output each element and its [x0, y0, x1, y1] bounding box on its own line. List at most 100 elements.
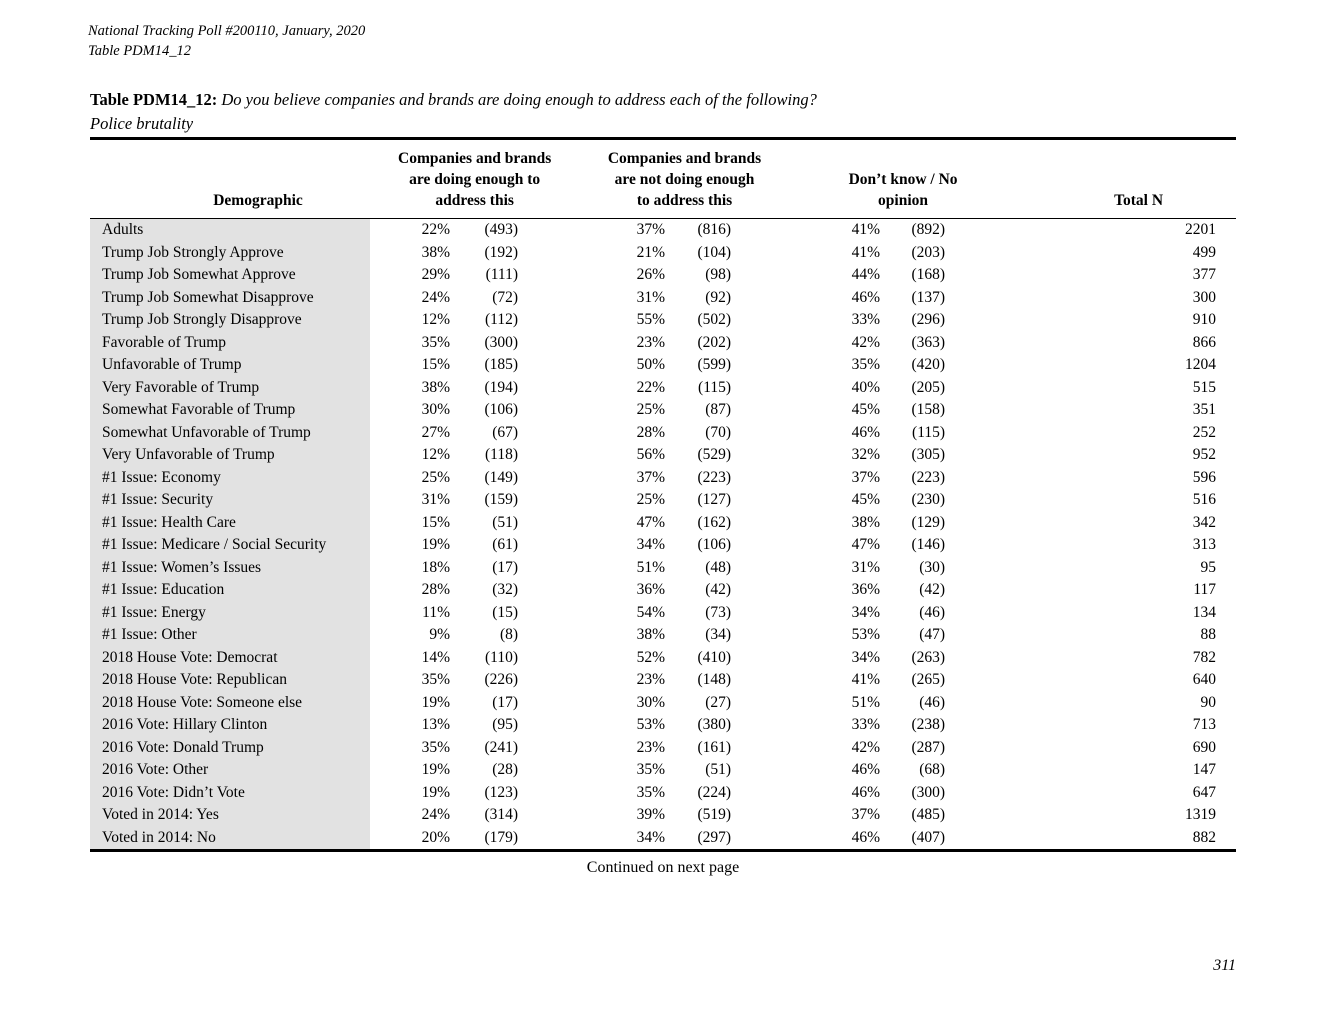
table-body: Adults 22% (493) 37% (816) 41% (892) 2201 Trump … — [90, 218, 1236, 851]
row-label: Trump Job Somewhat Disapprove — [90, 286, 370, 309]
row-value: 1319 — [1185, 806, 1217, 823]
row-value: 882 — [1192, 828, 1217, 846]
table-row: 2018 House Vote: Someone else 19% (17) 30% (… — [90, 691, 1236, 714]
row-value: (15) — [492, 603, 519, 621]
row-value: 37% — [851, 806, 881, 823]
table-row: Unfavorable of Trump 15% (185) 50% (599) 35% (… — [90, 354, 1236, 377]
row-value: 25% — [421, 468, 450, 486]
row-value: (205) — [911, 378, 946, 396]
row-value: (203) — [911, 243, 946, 261]
row-value: (297) — [697, 828, 732, 846]
row-value: 38% — [851, 513, 881, 531]
table-row: Somewhat Unfavorable of Trump 27% (67) 28% (… — [90, 421, 1236, 444]
row-value: 35% — [851, 356, 881, 373]
row-value: 40% — [851, 378, 881, 396]
col-header-doing-enough: Companies and brands are doing enough to a… — [370, 138, 551, 219]
row-value: 45% — [851, 401, 881, 418]
row-value: (17) — [492, 693, 519, 711]
row-value: 95 — [1200, 558, 1217, 576]
row-label: #1 Issue: Energy — [90, 601, 370, 624]
row-value: (300) — [484, 333, 519, 351]
row-value: (194) — [484, 378, 519, 396]
table-row: #1 Issue: Women’s Issues 18% (17) 51% (48) 31… — [90, 556, 1236, 579]
row-label: 2016 Vote: Other — [90, 759, 370, 782]
row-value: (502) — [697, 311, 732, 328]
row-value: 54% — [636, 603, 666, 621]
table-title-topic: Police brutality — [90, 114, 194, 133]
row-label: Trump Job Somewhat Approve — [90, 264, 370, 287]
row-value: 38% — [421, 378, 450, 396]
row-value: (92) — [705, 288, 732, 306]
row-value: 952 — [1192, 446, 1217, 463]
row-value: (296) — [911, 311, 946, 328]
row-value: 910 — [1192, 311, 1217, 328]
row-value: 866 — [1192, 333, 1217, 351]
row-value: 35% — [421, 671, 450, 688]
row-value: 19% — [421, 761, 450, 778]
row-value: 56% — [636, 446, 666, 463]
row-value: (87) — [705, 401, 732, 418]
row-value: 28% — [636, 423, 666, 441]
row-value: (493) — [484, 221, 519, 238]
row-value: (149) — [484, 468, 519, 486]
row-value: 342 — [1192, 513, 1217, 531]
row-value: (123) — [484, 783, 519, 801]
row-value: 35% — [421, 333, 450, 351]
row-label: Unfavorable of Trump — [90, 354, 370, 377]
row-label: Somewhat Unfavorable of Trump — [90, 421, 370, 444]
row-value: 22% — [636, 378, 666, 396]
row-value: 46% — [851, 288, 881, 306]
table-title-label: Table PDM14_12: — [90, 90, 218, 109]
row-value: (30) — [919, 558, 946, 576]
row-value: 313 — [1192, 536, 1217, 553]
table-row: 2018 House Vote: Democrat 14% (110) 52% (410… — [90, 646, 1236, 669]
row-value: (485) — [911, 806, 946, 823]
row-value: 19% — [421, 536, 450, 553]
table-row: Adults 22% (493) 37% (816) 41% (892) 2201 — [90, 218, 1236, 242]
row-value: (224) — [697, 783, 732, 801]
row-value: (314) — [484, 806, 519, 823]
row-value: 33% — [851, 716, 881, 733]
table-row: Trump Job Somewhat Disapprove 24% (72) 31% (… — [90, 286, 1236, 309]
row-label: 2016 Vote: Donald Trump — [90, 736, 370, 759]
row-value: (115) — [912, 423, 946, 441]
table-title-line1: Table PDM14_12: Do you believe companies… — [90, 88, 817, 112]
row-value: (106) — [484, 401, 519, 418]
table-row: 2016 Vote: Hillary Clinton 13% (95) 53% (380… — [90, 714, 1236, 737]
row-value: (42) — [919, 581, 946, 598]
row-value: 9% — [429, 626, 450, 643]
row-value: (407) — [911, 828, 946, 846]
row-value: 88 — [1200, 626, 1217, 643]
row-value: (816) — [697, 221, 732, 238]
row-value: 13% — [421, 716, 450, 733]
row-value: 11% — [422, 603, 450, 621]
meta-line-poll: National Tracking Poll #200110, January,… — [88, 23, 366, 39]
row-value: 117 — [1193, 581, 1217, 598]
row-value: (27) — [705, 693, 732, 711]
row-label: Trump Job Strongly Approve — [90, 241, 370, 264]
table-row: Trump Job Strongly Disapprove 12% (112) 55%… — [90, 309, 1236, 332]
row-value: 19% — [421, 783, 450, 801]
row-value: 23% — [636, 671, 666, 688]
col-header-not-doing-enough: Companies and brands are not doing enough… — [518, 138, 761, 219]
row-value: (47) — [919, 626, 946, 643]
row-value: 134 — [1192, 603, 1217, 621]
table-row: #1 Issue: Other 9% (8) 38% (34) 53% (47) 88 — [90, 624, 1236, 647]
row-value: (48) — [705, 558, 732, 576]
row-value: 12% — [421, 446, 450, 463]
row-value: (28) — [492, 761, 519, 778]
row-label: #1 Issue: Security — [90, 489, 370, 512]
row-value: 34% — [636, 828, 666, 846]
row-value: 14% — [421, 648, 450, 666]
row-value: 26% — [636, 266, 666, 283]
row-value: 33% — [851, 311, 881, 328]
row-label: Trump Job Strongly Disapprove — [90, 309, 370, 332]
row-value: (305) — [911, 446, 946, 463]
table-row: 2018 House Vote: Republican 35% (226) 23% (1… — [90, 669, 1236, 692]
row-value: 25% — [636, 401, 666, 418]
table-row: Very Unfavorable of Trump 12% (118) 56% (529… — [90, 444, 1236, 467]
row-label: #1 Issue: Women’s Issues — [90, 556, 370, 579]
table-row: Trump Job Somewhat Approve 29% (111) 26% (98… — [90, 264, 1236, 287]
row-value: 647 — [1192, 783, 1217, 801]
row-value: 300 — [1192, 288, 1217, 306]
